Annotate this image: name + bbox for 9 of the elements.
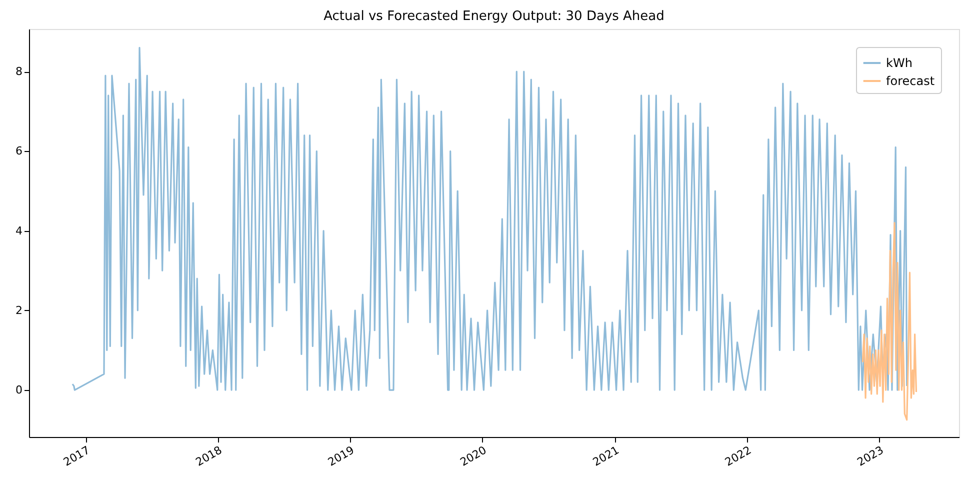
line-series bbox=[862, 222, 918, 421]
y-tick-label: 2 bbox=[16, 304, 22, 317]
chart-title: Actual vs Forecasted Energy Output: 30 Days Ahead bbox=[324, 9, 664, 24]
y-tick-label: 4 bbox=[16, 224, 22, 238]
legend-label: forecast bbox=[886, 74, 935, 88]
y-tick-label: 0 bbox=[16, 384, 22, 397]
y-tick-label: 8 bbox=[16, 65, 22, 78]
y-tick-label: 6 bbox=[16, 144, 22, 158]
legend-label: kWh bbox=[886, 56, 912, 70]
